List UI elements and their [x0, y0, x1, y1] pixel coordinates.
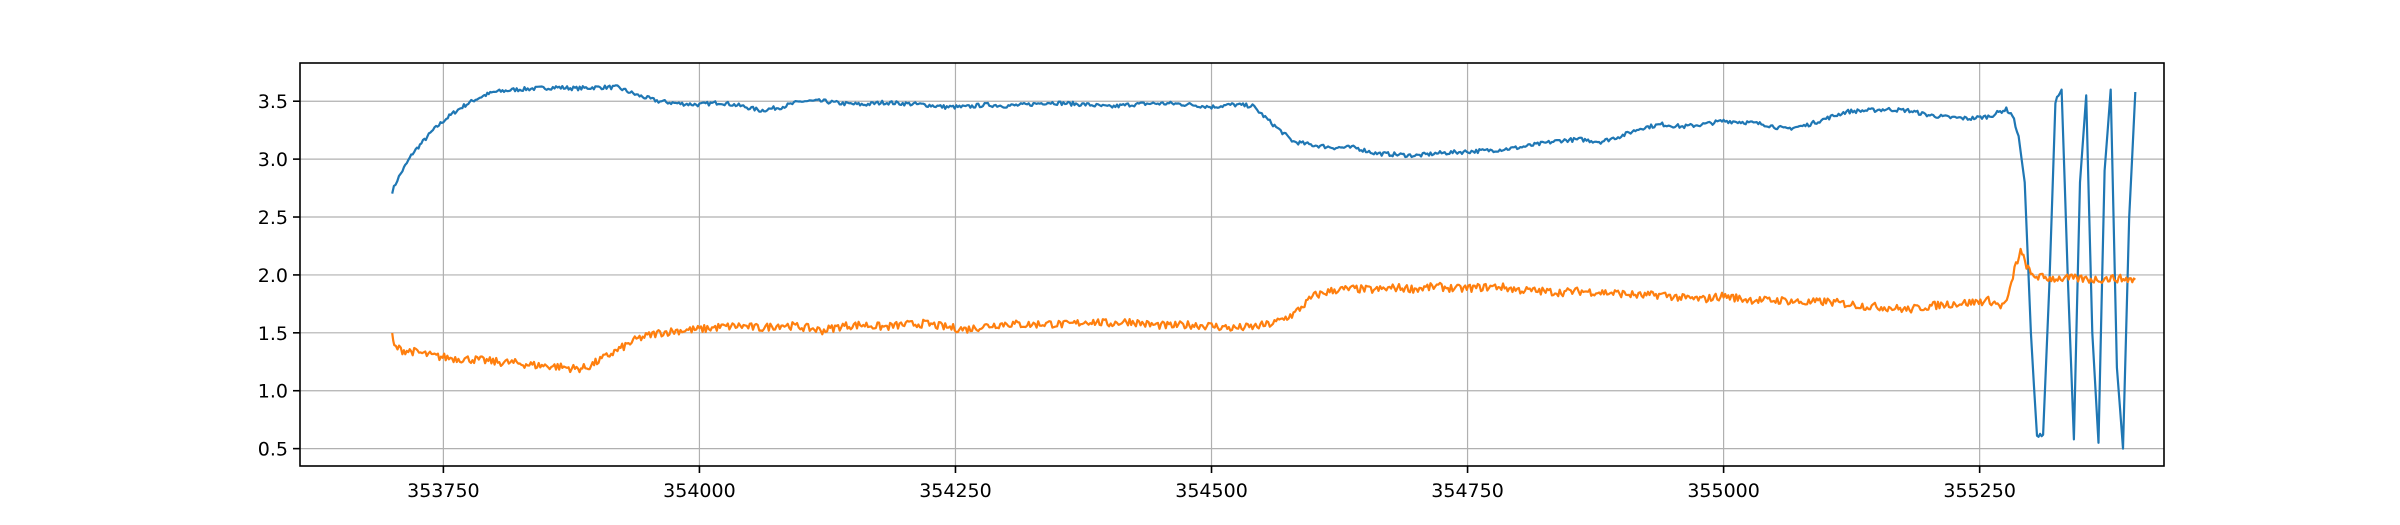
x-tick-label: 354000 — [663, 480, 736, 502]
grid — [300, 63, 2164, 466]
x-tick-label: 354500 — [1175, 480, 1248, 502]
axes-frame — [299, 62, 2165, 467]
x-tick-label: 354750 — [1431, 480, 1504, 502]
axis-ticks: 353750 354000 354250 354500 354750 355000 3552… — [258, 91, 2016, 502]
y-tick-label: 3.5 — [258, 91, 288, 113]
y-tick-label: 2.0 — [258, 265, 288, 287]
x-tick-label: 354250 — [919, 480, 992, 502]
y-tick-label: 1.5 — [258, 323, 288, 345]
y-tick-label: 3.0 — [258, 149, 288, 171]
y-tick-label: 1.0 — [258, 381, 288, 403]
series-line-2 — [391, 247, 2136, 374]
x-tick-label: 355250 — [1943, 480, 2016, 502]
x-tick-label: 353750 — [407, 480, 480, 502]
y-tick-label: 0.5 — [258, 439, 288, 461]
y-tick-label: 2.5 — [258, 207, 288, 229]
series-line-1 — [391, 84, 2137, 450]
plot-area — [391, 84, 2137, 450]
x-tick-label: 355000 — [1687, 480, 1760, 502]
